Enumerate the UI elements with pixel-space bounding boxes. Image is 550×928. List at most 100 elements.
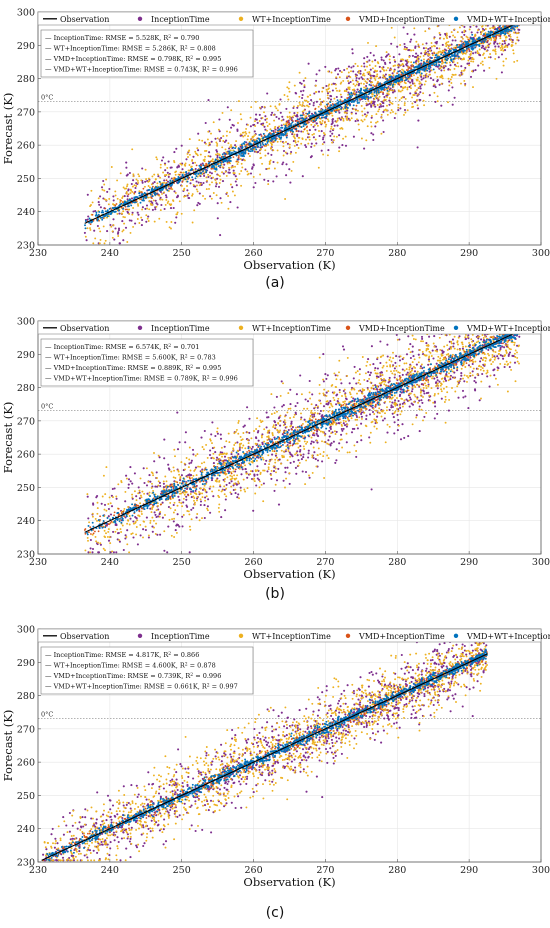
data-point bbox=[184, 441, 187, 444]
data-point bbox=[460, 35, 463, 38]
data-point bbox=[118, 204, 121, 207]
data-point bbox=[210, 140, 213, 143]
data-point bbox=[500, 49, 503, 52]
data-point bbox=[122, 207, 124, 210]
data-point bbox=[298, 136, 301, 139]
data-point bbox=[346, 97, 349, 99]
data-point bbox=[167, 160, 170, 163]
data-point bbox=[507, 32, 510, 35]
data-point bbox=[358, 69, 361, 72]
data-point bbox=[400, 97, 403, 100]
data-point bbox=[131, 148, 134, 151]
data-point bbox=[350, 101, 353, 104]
data-point bbox=[463, 79, 466, 82]
data-point bbox=[409, 92, 412, 95]
data-point bbox=[305, 112, 307, 115]
data-point bbox=[426, 52, 428, 55]
data-point bbox=[268, 133, 271, 136]
data-point bbox=[391, 77, 393, 80]
data-point bbox=[241, 166, 244, 169]
data-point bbox=[476, 31, 479, 34]
data-point bbox=[327, 149, 330, 152]
data-point bbox=[128, 219, 131, 222]
data-point bbox=[102, 211, 105, 214]
data-point bbox=[497, 56, 500, 59]
data-point bbox=[226, 106, 229, 109]
data-point bbox=[349, 80, 352, 84]
data-point bbox=[215, 167, 218, 170]
data-point bbox=[112, 224, 115, 227]
data-point bbox=[488, 66, 491, 69]
data-point bbox=[381, 68, 384, 71]
data-point bbox=[462, 50, 465, 53]
data-point bbox=[306, 95, 309, 98]
data-point bbox=[363, 107, 366, 110]
data-point bbox=[360, 415, 363, 418]
data-point bbox=[477, 64, 480, 67]
data-point bbox=[351, 94, 354, 97]
data-point bbox=[289, 118, 292, 121]
data-point bbox=[144, 180, 147, 183]
data-point bbox=[210, 177, 213, 180]
data-point bbox=[307, 142, 310, 145]
data-point bbox=[312, 101, 315, 104]
data-point bbox=[309, 114, 312, 117]
data-point bbox=[501, 43, 504, 46]
data-point bbox=[99, 238, 102, 241]
data-point bbox=[462, 69, 465, 72]
data-point bbox=[288, 115, 291, 118]
data-point bbox=[503, 49, 507, 52]
data-point bbox=[461, 72, 464, 75]
data-point bbox=[376, 415, 379, 418]
data-point bbox=[411, 54, 414, 57]
data-point bbox=[296, 134, 299, 138]
data-point bbox=[402, 58, 405, 61]
data-point bbox=[149, 480, 152, 483]
data-point bbox=[88, 217, 91, 220]
data-point bbox=[474, 51, 477, 54]
data-point bbox=[127, 188, 130, 191]
data-point bbox=[310, 112, 314, 115]
data-point bbox=[174, 173, 177, 176]
data-point bbox=[440, 104, 443, 107]
data-point bbox=[245, 127, 248, 130]
data-point bbox=[305, 145, 308, 149]
data-point bbox=[262, 482, 265, 485]
data-point bbox=[459, 74, 462, 77]
data-point bbox=[218, 153, 221, 156]
data-point bbox=[392, 56, 395, 59]
data-point bbox=[370, 101, 373, 104]
data-point bbox=[243, 159, 246, 161]
data-point bbox=[386, 83, 389, 86]
data-point bbox=[354, 73, 357, 76]
data-point bbox=[513, 31, 516, 34]
data-point bbox=[413, 74, 415, 77]
data-point bbox=[316, 124, 319, 127]
data-point bbox=[404, 97, 407, 100]
data-point bbox=[314, 107, 317, 110]
data-point bbox=[326, 96, 329, 99]
data-point bbox=[300, 142, 303, 145]
data-point bbox=[262, 132, 265, 135]
data-point bbox=[457, 65, 460, 68]
data-point bbox=[142, 196, 145, 199]
data-point bbox=[466, 62, 469, 65]
data-point bbox=[440, 53, 443, 56]
data-point bbox=[132, 207, 135, 209]
data-point bbox=[416, 98, 418, 101]
data-point bbox=[513, 60, 516, 63]
data-point bbox=[489, 42, 492, 45]
data-point bbox=[309, 442, 313, 445]
data-point bbox=[370, 88, 373, 91]
legend-frame bbox=[37, 11, 542, 26]
data-point bbox=[195, 180, 198, 183]
data-point bbox=[204, 121, 207, 125]
data-point bbox=[409, 81, 412, 84]
data-point bbox=[297, 105, 299, 107]
data-point bbox=[477, 29, 479, 32]
data-point bbox=[288, 168, 291, 171]
data-point bbox=[155, 156, 158, 159]
data-point bbox=[385, 51, 388, 54]
data-point bbox=[318, 134, 321, 138]
data-point bbox=[310, 155, 313, 158]
